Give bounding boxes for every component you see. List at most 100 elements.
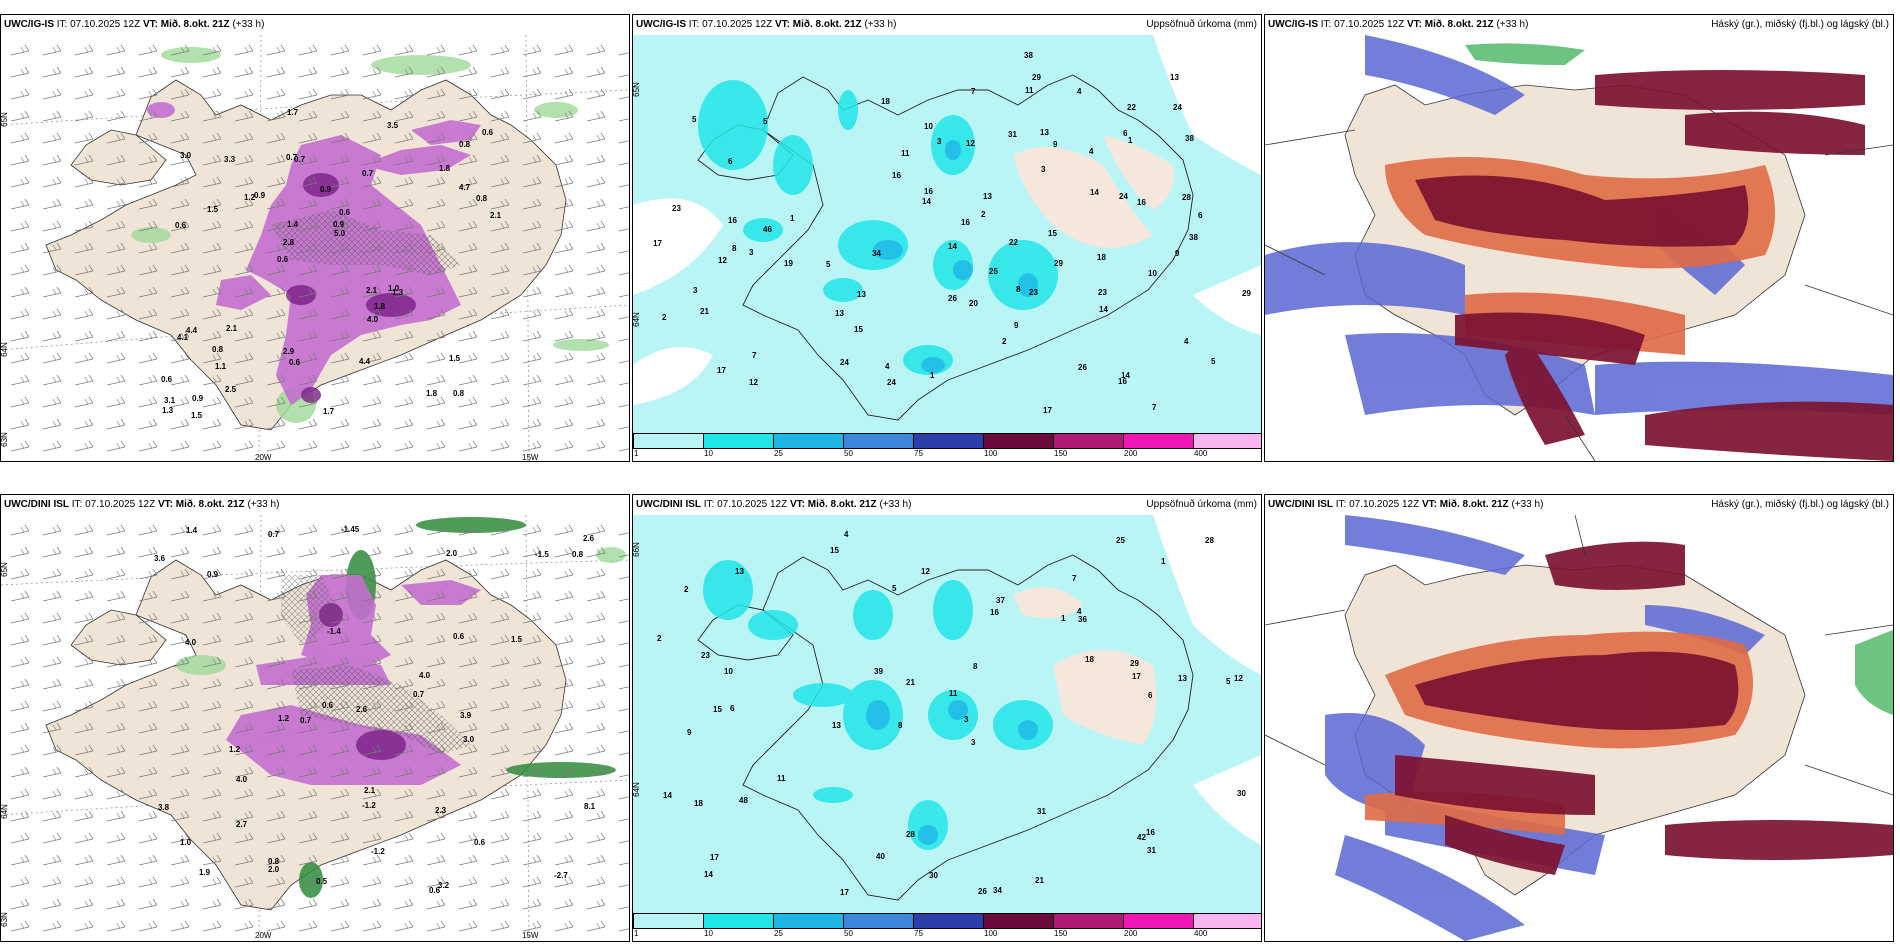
- wind-barb: [522, 700, 542, 712]
- wind-barb: [138, 220, 158, 232]
- wind-barb: [618, 637, 629, 646]
- wind-barb: [10, 198, 30, 210]
- wind-barb: [458, 154, 478, 166]
- wind-barb: [522, 920, 542, 932]
- wind-barb: [586, 330, 606, 342]
- map-value-label: 3.0: [180, 151, 192, 160]
- wind-barb: [554, 308, 574, 320]
- wind-barb: [522, 590, 542, 602]
- wind-barb: [106, 154, 126, 166]
- wind-barb: [618, 421, 629, 430]
- map-value-label: 2.1: [490, 211, 502, 220]
- wind-barb: [330, 66, 350, 78]
- map-value-label: 23: [672, 204, 681, 213]
- colorbar-tick: 50: [844, 929, 853, 938]
- wind-barb: [10, 396, 30, 408]
- wind-barb: [330, 264, 350, 276]
- wind-barb: [522, 876, 542, 888]
- wind-barb: [266, 744, 286, 756]
- wind-barb: [74, 568, 94, 580]
- wind-barb: [458, 132, 478, 144]
- wind-barb: [298, 286, 318, 298]
- wind-barb: [618, 901, 629, 910]
- wind-barb: [106, 220, 126, 232]
- map-value-label: 25: [989, 267, 998, 276]
- wind-barb: [74, 700, 94, 712]
- wind-barb: [586, 788, 606, 800]
- wind-barb: [234, 810, 254, 822]
- map-value-label: 1: [1128, 136, 1133, 145]
- wind-barb: [458, 788, 478, 800]
- map-value-label: -2.7: [554, 871, 568, 880]
- wind-barb: [330, 876, 350, 888]
- wind-barb: [426, 568, 446, 580]
- wind-barb: [74, 66, 94, 78]
- wind-barb: [266, 788, 286, 800]
- map-value-label: 14: [922, 197, 931, 206]
- wind-barb: [106, 700, 126, 712]
- wind-barb: [394, 440, 414, 452]
- wind-barb: [10, 264, 30, 276]
- wind-barb: [138, 854, 158, 866]
- map-value-label: 29: [1242, 289, 1251, 298]
- wind-barb: [490, 568, 510, 580]
- wind-barb: [106, 590, 126, 602]
- colorbar-swatch: [983, 913, 1054, 929]
- wind-barb: [42, 810, 62, 822]
- wind-barb: [138, 678, 158, 690]
- wind-barb: [394, 612, 414, 624]
- wind-barb: [74, 832, 94, 844]
- wind-barb: [362, 722, 382, 734]
- wind-barb: [138, 352, 158, 364]
- map-value-label: 0.9: [254, 191, 266, 200]
- wind-barb: [74, 352, 94, 364]
- map-value-label: 0.6: [277, 255, 289, 264]
- wind-barb: [522, 810, 542, 822]
- wind-barb: [202, 788, 222, 800]
- wind-barb: [74, 634, 94, 646]
- wind-barb: [490, 154, 510, 166]
- wind-barb: [266, 66, 286, 78]
- wind-barb: [202, 88, 222, 100]
- wind-barb: [522, 154, 542, 166]
- wind-barb: [74, 286, 94, 298]
- wind-barb: [330, 440, 350, 452]
- map-value-label: 6: [1148, 691, 1153, 700]
- map-value-label: 0.6: [322, 701, 334, 710]
- wind-barb: [490, 264, 510, 276]
- wind-barb: [74, 656, 94, 668]
- colorbar-swatch: [773, 913, 844, 929]
- map-value-label: 26: [978, 887, 987, 896]
- wind-barb: [394, 132, 414, 144]
- map-value-label: 30: [929, 871, 938, 880]
- colorbar-tick: 25: [774, 449, 783, 458]
- wind-barb: [394, 678, 414, 690]
- lat-label-64n: 64N: [0, 804, 9, 819]
- map-value-label: 2: [662, 313, 667, 322]
- wind-barb: [394, 418, 414, 430]
- wind-barb: [138, 744, 158, 756]
- colorbar-tick: 10: [704, 929, 713, 938]
- map-value-label: 17: [1043, 406, 1052, 415]
- valid-label: VT:: [142, 19, 158, 30]
- wind-barb: [234, 898, 254, 910]
- wind-barb: [266, 678, 286, 690]
- wind-barb: [298, 568, 318, 580]
- wind-barb: [522, 264, 542, 276]
- wind-barb: [138, 898, 158, 910]
- wind-barb: [170, 176, 190, 188]
- wind-barb: [42, 678, 62, 690]
- wind-barb: [298, 440, 318, 452]
- map-value-label: 3: [964, 715, 969, 724]
- map-value-label: 5.0: [334, 229, 346, 238]
- map-value-label: 0.9: [192, 394, 204, 403]
- init-time: IT: 07.10.2025 12Z: [1335, 499, 1420, 510]
- wind-barb: [490, 88, 510, 100]
- wind-barb: [362, 766, 382, 778]
- wind-barb: [330, 766, 350, 778]
- wind-barb: [490, 700, 510, 712]
- wind-barb: [586, 374, 606, 386]
- map-value-label: 1.7: [287, 108, 299, 117]
- map-value-label: 2: [981, 210, 986, 219]
- map-value-label: 12: [966, 139, 975, 148]
